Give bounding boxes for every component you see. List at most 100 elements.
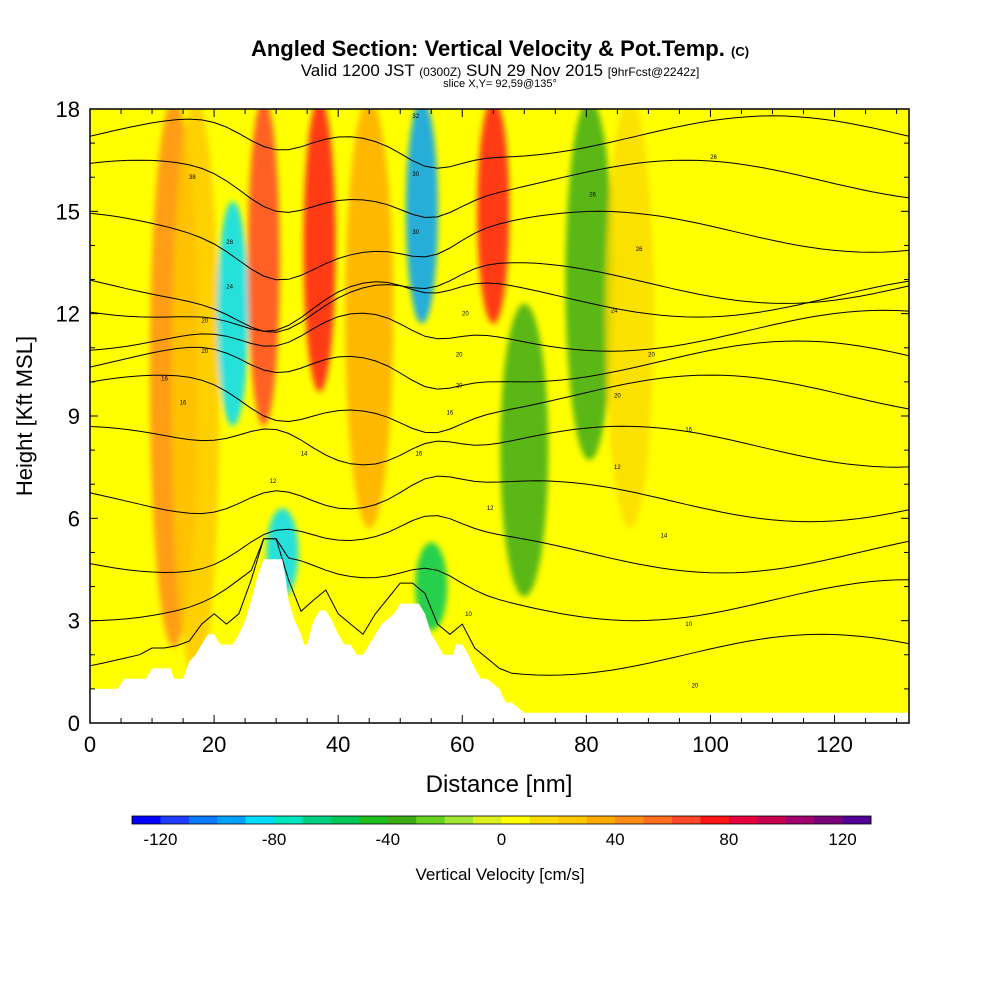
contour-label: 20 [456, 383, 463, 389]
contour-label: 16 [161, 376, 168, 382]
contour-label: 20 [692, 683, 699, 689]
colorbar-swatch [217, 816, 247, 824]
contour-line [90, 538, 909, 676]
contour-label: 24 [226, 284, 233, 290]
colorbar-frame [131, 815, 872, 825]
contour-line [90, 475, 909, 523]
velocity-feature [500, 303, 549, 597]
colorbar-swatch [586, 816, 616, 824]
contour-line [90, 309, 909, 352]
chart-title-unit: (C) [731, 44, 750, 59]
colorbar-swatch [700, 816, 730, 824]
colorbar-tick-label: 0 [497, 830, 506, 849]
contour-label: 16 [447, 411, 454, 417]
colorbar-swatch [359, 816, 389, 824]
contour-label: 38 [189, 175, 196, 181]
colorbar-swatch [302, 816, 332, 824]
contour-label: 12 [614, 465, 621, 471]
velocity-feature [345, 109, 394, 529]
colorbar-swatch [757, 816, 787, 824]
colorbar-tick-label: -120 [143, 830, 177, 849]
colorbar-swatch [529, 816, 559, 824]
colorbar-swatch [814, 816, 843, 824]
valid-utc-label: (0300Z) [419, 65, 462, 79]
contour-label: 16 [415, 452, 422, 458]
contour-label: 20 [462, 312, 469, 318]
contour-label: 30 [412, 172, 419, 178]
velocity-feature [216, 201, 249, 426]
colorbar-swatch [785, 816, 815, 824]
contour-label: 12 [487, 506, 494, 512]
contour-label: 26 [710, 155, 717, 161]
x-tick-label: 100 [692, 732, 729, 757]
colorbar-swatch [245, 816, 275, 824]
contour-label: 10 [685, 622, 692, 628]
contour-label: 26 [636, 247, 643, 253]
contour-label: 24 [611, 308, 618, 314]
potential-temperature-contours [90, 115, 909, 676]
slice-info: slice X,Y= 92,59@135° [0, 78, 1000, 90]
colorbar-swatch [728, 816, 758, 824]
x-axis-label: Distance [nm] [426, 771, 573, 798]
y-axis-label: Height [Kft MSL] [12, 336, 37, 496]
contour-label: 26 [589, 192, 596, 198]
velocity-feature [171, 109, 220, 682]
valid-date-label: SUN 29 Nov 2015 [465, 61, 603, 80]
colorbar-swatch [615, 816, 645, 824]
colorbar-tick-label: 80 [719, 830, 738, 849]
colorbar-swatch [387, 816, 417, 824]
velocity-feature [247, 109, 280, 426]
forecast-label: [9hrFcst@2242z] [607, 65, 700, 79]
x-tick-label: 120 [816, 732, 853, 757]
colorbar-swatch [501, 816, 531, 824]
colorbar-swatch [274, 816, 303, 824]
x-tick-label: 40 [326, 732, 350, 757]
contour-label: 14 [301, 452, 308, 458]
terrain-mask [90, 559, 909, 723]
x-tick-label: 60 [450, 732, 474, 757]
contour-line [90, 210, 909, 281]
slice-label: slice X,Y= 92,59@135° [443, 78, 557, 90]
colorbar-swatch [160, 816, 190, 824]
colorbar-swatch [643, 816, 673, 824]
contour-label: 20 [614, 394, 621, 400]
contour-line [90, 515, 909, 574]
colorbar-swatch [473, 816, 502, 824]
velocity-feature [415, 542, 448, 631]
colorbar-tick-label: -40 [376, 830, 401, 849]
y-tick-label: 0 [68, 711, 80, 736]
chart-title: Angled Section: Vertical Velocity & Pot.… [0, 36, 1000, 62]
velocity-feature [303, 109, 336, 392]
contour-label: 16 [685, 428, 692, 434]
chart-title-main: Angled Section: Vertical Velocity & Pot.… [250, 36, 725, 61]
contour-line [90, 425, 909, 468]
contour-label: 30 [412, 230, 419, 236]
contour-label: 20 [201, 349, 208, 355]
contour-line [90, 115, 909, 169]
colorbar-tick-label: 40 [606, 830, 625, 849]
colorbar-swatch [444, 816, 474, 824]
contour-label: 20 [201, 318, 208, 324]
contour-line [90, 340, 909, 390]
colorbar-swatch [672, 816, 701, 824]
contour-line [90, 538, 909, 622]
y-tick-label: 18 [56, 97, 80, 122]
contour-line [90, 374, 909, 434]
y-tick-label: 12 [56, 302, 80, 327]
contour-label: 10 [465, 612, 472, 618]
contour-label: 28 [226, 240, 233, 246]
velocity-feature [405, 109, 438, 324]
x-tick-label: 0 [84, 732, 96, 757]
y-tick-label: 9 [68, 404, 80, 429]
contour-label: 14 [661, 533, 668, 539]
colorbar-swatch [558, 816, 588, 824]
contour-line [90, 280, 909, 332]
valid-time-label: Valid 1200 JST [300, 61, 415, 80]
velocity-feature [477, 109, 510, 324]
colorbar-swatch [188, 816, 218, 824]
y-axis: 0 3 6 9 12 15 18 [56, 97, 909, 736]
contour-line [90, 159, 909, 219]
colorbar-label: Vertical Velocity [cm/s] [415, 865, 584, 884]
y-tick-label: 3 [68, 609, 80, 634]
